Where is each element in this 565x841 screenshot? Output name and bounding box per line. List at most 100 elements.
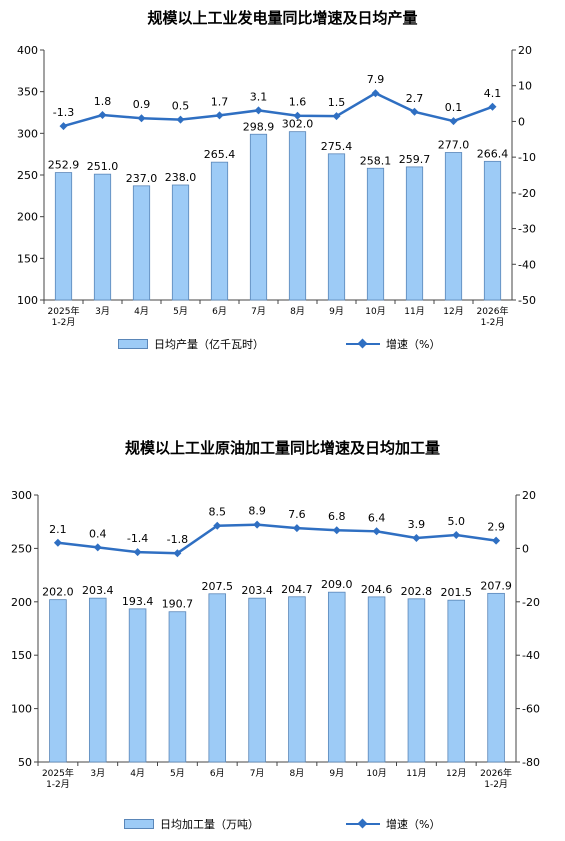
left-tick-label: 250 bbox=[11, 542, 32, 555]
legend-line: 增速（%） bbox=[346, 816, 440, 832]
x-tick-label: 2025年 bbox=[42, 767, 74, 779]
growth-point bbox=[137, 114, 146, 123]
growth-point bbox=[332, 112, 341, 121]
left-tick-label: 100 bbox=[11, 703, 32, 716]
left-tick-label: 50 bbox=[18, 756, 32, 769]
growth-value-label: 8.5 bbox=[209, 506, 227, 519]
x-tick-label: 2026年 bbox=[480, 767, 512, 779]
growth-point bbox=[371, 89, 380, 98]
growth-value-label: 0.1 bbox=[445, 101, 463, 114]
bar-value-label: 202.0 bbox=[42, 586, 74, 599]
growth-value-label: 2.7 bbox=[406, 92, 424, 105]
x-tick-label: 9月 bbox=[329, 306, 344, 317]
bar-value-label: 265.4 bbox=[204, 148, 236, 161]
legend-bar-swatch bbox=[124, 819, 154, 829]
bar bbox=[288, 596, 306, 763]
growth-point bbox=[372, 527, 381, 536]
growth-value-label: 4.1 bbox=[484, 87, 502, 100]
bar bbox=[171, 184, 190, 301]
right-tick-label: -30 bbox=[518, 223, 536, 236]
x-tick-label: 6月 bbox=[212, 306, 227, 317]
growth-point bbox=[98, 111, 107, 119]
x-tick-label: 11月 bbox=[404, 306, 424, 317]
growth-value-label: -1.4 bbox=[127, 532, 148, 545]
growth-point bbox=[53, 538, 62, 547]
x-tick-label: 6月 bbox=[210, 768, 225, 779]
x-tick-label: 8月 bbox=[290, 768, 305, 779]
bar bbox=[168, 611, 187, 763]
bar-value-label: 207.5 bbox=[202, 580, 234, 593]
growth-value-label: -1.8 bbox=[167, 533, 188, 546]
legend-bar-swatch bbox=[118, 339, 148, 349]
legend-line: 增速（%） bbox=[346, 336, 440, 352]
bar bbox=[366, 167, 385, 301]
growth-point bbox=[412, 533, 421, 542]
growth-value-label: 0.5 bbox=[172, 100, 190, 113]
bar-value-label: 201.5 bbox=[441, 586, 473, 599]
bar-value-label: 190.7 bbox=[162, 598, 194, 611]
bar-value-label: 302.0 bbox=[282, 118, 314, 131]
right-tick-label: -20 bbox=[518, 187, 536, 200]
bar bbox=[88, 597, 107, 763]
growth-value-label: 2.1 bbox=[49, 523, 67, 536]
x-tick-label: 10月 bbox=[365, 306, 385, 317]
right-tick-label: -50 bbox=[518, 294, 536, 307]
x-tick-label: 3月 bbox=[95, 306, 110, 317]
bar bbox=[483, 160, 502, 301]
growth-value-label: 3.9 bbox=[408, 518, 426, 531]
growth-value-label: 1.6 bbox=[289, 96, 307, 109]
growth-value-label: 1.7 bbox=[211, 95, 229, 108]
growth-value-label: 7.6 bbox=[288, 508, 306, 521]
growth-value-label: 7.9 bbox=[367, 73, 385, 86]
right-tick-label: -40 bbox=[518, 258, 536, 271]
growth-point bbox=[253, 520, 262, 529]
legend-line-label: 增速（%） bbox=[386, 818, 441, 831]
bar bbox=[49, 599, 67, 763]
x-tick-label: 12月 bbox=[443, 306, 463, 317]
growth-point bbox=[254, 106, 263, 115]
legend-bar-label: 日均加工量（万吨） bbox=[160, 818, 259, 831]
bar-value-label: 259.7 bbox=[399, 153, 431, 166]
legend-bar: 日均产量（亿千瓦时） bbox=[118, 336, 264, 352]
bar bbox=[210, 161, 229, 301]
bar bbox=[405, 166, 424, 301]
bar bbox=[208, 593, 227, 763]
left-tick-label: 300 bbox=[17, 127, 38, 140]
x-tick-label: 7月 bbox=[250, 768, 265, 779]
chart-title: 规模以上工业发电量同比增速及日均产量 bbox=[147, 9, 418, 27]
left-tick-label: 350 bbox=[17, 86, 38, 99]
growth-line bbox=[57, 523, 497, 555]
growth-point bbox=[492, 536, 501, 545]
growth-value-label: 3.1 bbox=[250, 90, 268, 103]
right-tick-label: -80 bbox=[522, 756, 540, 769]
x-tick-label: 12月 bbox=[446, 768, 466, 779]
growth-point bbox=[93, 543, 102, 552]
x-tick-label: 1-2月 bbox=[52, 317, 76, 328]
growth-point bbox=[133, 548, 142, 557]
bar-value-label: 237.0 bbox=[126, 172, 158, 185]
bar-value-label: 203.4 bbox=[82, 584, 114, 597]
growth-value-label: 2.9 bbox=[487, 521, 505, 534]
bar bbox=[132, 185, 151, 301]
legend-bar: 日均加工量（万吨） bbox=[124, 816, 259, 832]
bar-value-label: 204.7 bbox=[281, 583, 313, 596]
x-tick-label: 11月 bbox=[406, 768, 426, 779]
right-tick-label: 20 bbox=[518, 44, 532, 57]
bar bbox=[447, 599, 466, 763]
legend-line-marker bbox=[346, 343, 380, 345]
right-tick-label: -60 bbox=[522, 703, 540, 716]
growth-point bbox=[410, 107, 419, 116]
growth-value-label: 1.5 bbox=[328, 96, 346, 109]
bar bbox=[54, 172, 73, 301]
growth-point bbox=[176, 115, 185, 124]
growth-point bbox=[292, 524, 301, 533]
power-chart: 规模以上工业发电量同比增速及日均产量 100 150 200 250 300 350 400… bbox=[0, 0, 565, 390]
bar-value-label: 252.9 bbox=[48, 159, 80, 172]
bar-value-label: 202.8 bbox=[401, 585, 433, 598]
left-tick-label: 250 bbox=[17, 169, 38, 182]
power-chart-plot: 100 150 200 250 300 350 400 -50 -40 -30 -20 -10 0 10 2… bbox=[17, 44, 536, 328]
growth-point bbox=[488, 102, 497, 111]
growth-point bbox=[173, 549, 182, 558]
right-tick-label: 0 bbox=[518, 115, 525, 128]
left-tick-label: 150 bbox=[11, 649, 32, 662]
